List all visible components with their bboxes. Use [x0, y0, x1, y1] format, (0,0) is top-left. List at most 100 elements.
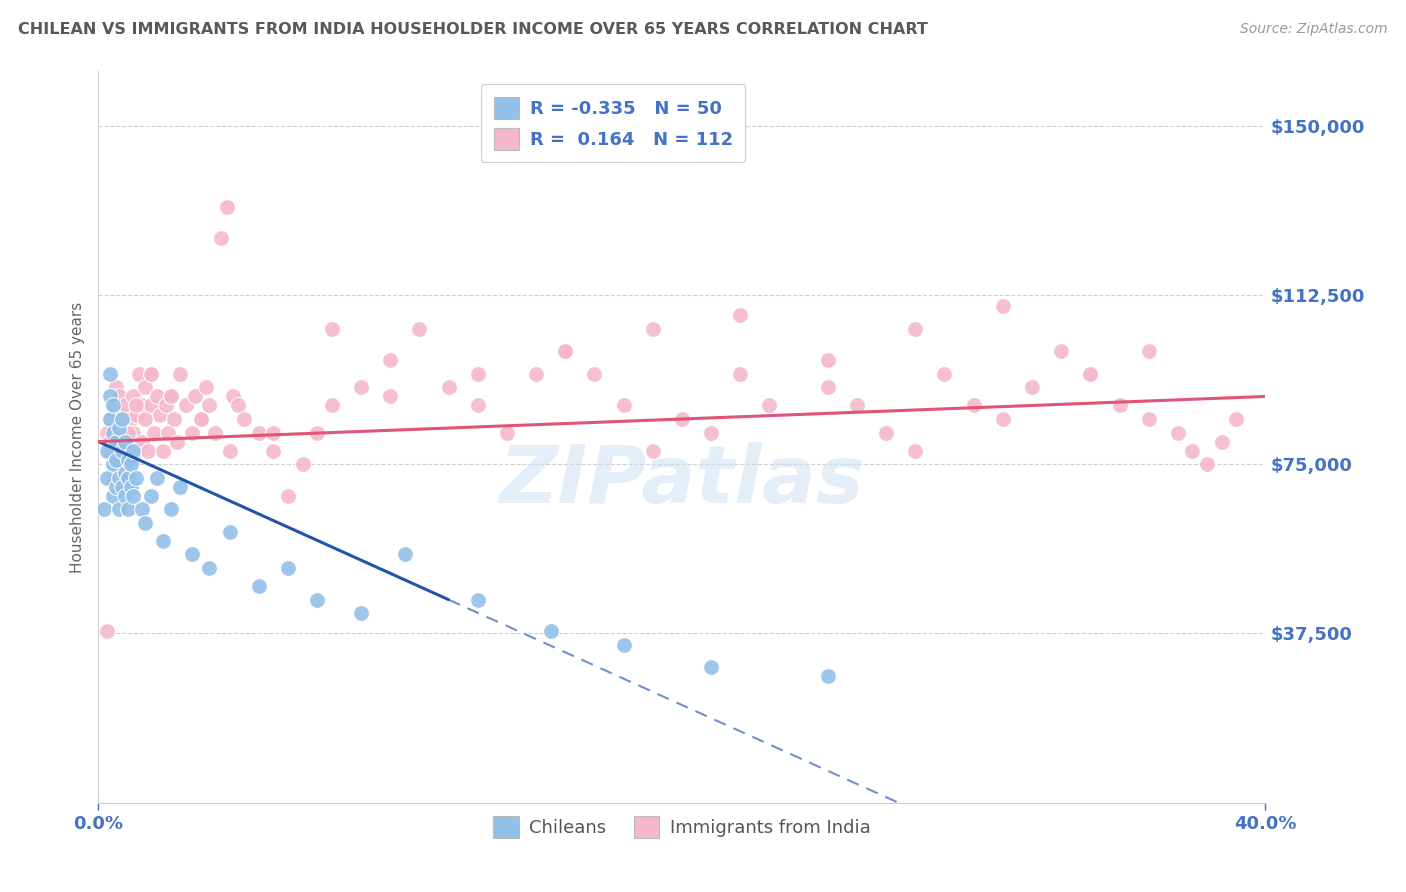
Point: [98, 434, 121, 449]
Point: [125, 399, 148, 413]
Point: [380, 389, 402, 403]
Point: [111, 408, 134, 422]
Point: [122, 443, 145, 458]
Point: [875, 425, 897, 440]
Point: [641, 443, 664, 458]
Point: [114, 466, 136, 480]
Point: [233, 412, 256, 426]
Point: [730, 308, 752, 322]
Point: [1225, 412, 1247, 426]
Point: [307, 425, 329, 440]
Point: [139, 399, 162, 413]
Point: [125, 443, 148, 458]
Point: [101, 399, 124, 413]
Point: [104, 452, 127, 467]
Point: [111, 480, 134, 494]
Point: [96, 471, 118, 485]
Text: ZIPatlas: ZIPatlas: [499, 442, 865, 520]
Point: [1181, 443, 1204, 458]
Point: [125, 408, 148, 422]
Point: [437, 380, 460, 394]
Point: [612, 638, 634, 652]
Point: [524, 367, 547, 381]
Point: [198, 561, 221, 575]
Point: [155, 399, 177, 413]
Point: [117, 502, 139, 516]
Point: [114, 399, 136, 413]
Point: [321, 322, 343, 336]
Point: [108, 434, 131, 449]
Point: [262, 443, 284, 458]
Point: [111, 412, 134, 426]
Point: [934, 367, 956, 381]
Point: [142, 425, 165, 440]
Point: [101, 471, 124, 485]
Point: [98, 389, 121, 403]
Point: [180, 548, 202, 562]
Point: [96, 425, 118, 440]
Point: [180, 425, 202, 440]
Point: [131, 434, 153, 449]
Point: [700, 425, 723, 440]
Point: [120, 480, 142, 494]
Point: [1021, 380, 1043, 394]
Point: [612, 399, 634, 413]
Point: [98, 367, 121, 381]
Point: [152, 443, 174, 458]
Point: [131, 399, 153, 413]
Point: [166, 434, 188, 449]
Point: [117, 452, 139, 467]
Point: [198, 399, 221, 413]
Point: [101, 457, 124, 471]
Point: [139, 367, 162, 381]
Point: [730, 367, 752, 381]
Point: [111, 443, 134, 458]
Point: [134, 412, 156, 426]
Point: [904, 443, 927, 458]
Y-axis label: Householder Income Over 65 years: Householder Income Over 65 years: [69, 301, 84, 573]
Point: [108, 389, 131, 403]
Point: [991, 412, 1014, 426]
Point: [394, 548, 416, 562]
Point: [190, 412, 212, 426]
Text: CHILEAN VS IMMIGRANTS FROM INDIA HOUSEHOLDER INCOME OVER 65 YEARS CORRELATION CH: CHILEAN VS IMMIGRANTS FROM INDIA HOUSEHO…: [18, 22, 928, 37]
Point: [583, 367, 606, 381]
Point: [209, 231, 232, 245]
Point: [117, 471, 139, 485]
Point: [146, 471, 169, 485]
Point: [817, 353, 839, 368]
Point: [160, 389, 183, 403]
Point: [125, 471, 148, 485]
Point: [817, 669, 839, 683]
Point: [108, 502, 131, 516]
Point: [122, 389, 145, 403]
Point: [108, 421, 131, 435]
Point: [117, 425, 139, 440]
Point: [846, 399, 869, 413]
Point: [467, 399, 489, 413]
Point: [149, 408, 172, 422]
Point: [134, 516, 156, 530]
Point: [817, 380, 839, 394]
Point: [321, 399, 343, 413]
Point: [101, 457, 124, 471]
Point: [467, 592, 489, 607]
Point: [104, 457, 127, 471]
Point: [98, 443, 121, 458]
Point: [114, 471, 136, 485]
Point: [139, 489, 162, 503]
Point: [204, 425, 226, 440]
Point: [700, 660, 723, 674]
Point: [152, 533, 174, 548]
Point: [120, 480, 142, 494]
Point: [169, 480, 191, 494]
Point: [146, 389, 169, 403]
Point: [183, 389, 205, 403]
Point: [160, 502, 183, 516]
Point: [114, 489, 136, 503]
Point: [122, 489, 145, 503]
Point: [1137, 344, 1160, 359]
Point: [215, 200, 238, 214]
Point: [228, 399, 250, 413]
Point: [104, 380, 127, 394]
